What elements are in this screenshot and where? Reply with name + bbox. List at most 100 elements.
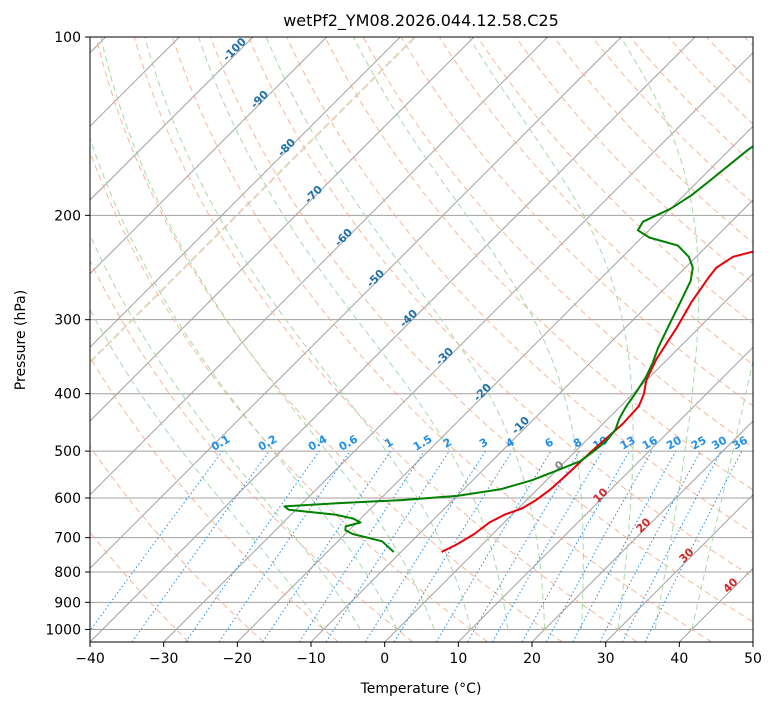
mixing-ratio-line: [90, 450, 223, 632]
x-tick-label: −40: [75, 651, 105, 667]
mixing-ratio-line: [393, 450, 513, 642]
mixing-ratio-label: 6: [543, 435, 556, 450]
mixing-ratio-line: [364, 450, 486, 642]
mixing-ratio-label: 8: [571, 436, 584, 451]
x-tick-label: −20: [223, 651, 253, 667]
isotherm-line: [457, 346, 753, 642]
data-series: [283, 145, 753, 553]
dry-adiabat-line: [133, 37, 638, 642]
isotherm-line: [163, 51, 753, 642]
y-tick-label: 700: [54, 531, 81, 547]
axis-ticks: −40 −30 −20 −10 0 10 20 30 40 50 1000 900 800 700 600 5…: [45, 30, 762, 667]
mixing-ratio-label: 0.6: [337, 432, 361, 453]
dry-adiabat-label: 30: [677, 545, 697, 565]
isotherm-label: -80: [275, 136, 298, 159]
moist-adiabat-line: [90, 233, 361, 630]
isotherm-line: [236, 125, 753, 642]
temperature-line: [441, 250, 753, 553]
x-tick-label: −30: [149, 651, 179, 667]
dry-adiabat-line: [248, 37, 753, 578]
dry-adiabat-line: [90, 150, 488, 642]
isotherm-label: -20: [471, 381, 494, 404]
dry-adiabat-line: [171, 37, 712, 642]
mixing-ratio-label: 30: [709, 433, 729, 452]
isotherm-label: -40: [397, 307, 420, 330]
moist-adiabat-line: [353, 37, 584, 630]
dry-adiabat-label: 20: [634, 515, 654, 535]
isotherm-line: [678, 567, 753, 642]
x-tick-label: 0: [380, 651, 389, 667]
dry-adiabat-line: [90, 259, 414, 642]
moist-adiabat-line: [90, 136, 398, 630]
mixing-ratio-label: 3: [477, 436, 490, 451]
y-tick-label: 300: [54, 313, 81, 329]
saturation-curve: [90, 37, 416, 364]
isotherm-label: -30: [433, 345, 456, 368]
isotherm-label: -90: [248, 88, 271, 111]
isotherm-label: -70: [302, 183, 325, 206]
dry-adiabat-line: [210, 37, 753, 623]
dry-adiabat-line: [286, 37, 753, 534]
isotherm-line: [90, 37, 549, 496]
isotherm-line: [90, 37, 696, 642]
dry-adiabat-line: [324, 37, 753, 491]
isotherm-line: [752, 641, 753, 642]
isotherm-label: -60: [332, 226, 355, 249]
dry-adiabat-line: [95, 37, 563, 642]
dry-adiabat-line: [706, 37, 753, 86]
mixing-ratio-line: [218, 450, 351, 642]
x-tick-label: 50: [744, 651, 762, 667]
y-tick-label: 600: [54, 491, 81, 507]
moist-adiabat-line: [198, 37, 509, 630]
plot-background-lines: [90, 37, 753, 642]
x-axis-label: Temperature (°C): [360, 681, 482, 697]
dry-adiabat-label: 40: [721, 575, 741, 595]
x-tick-label: 30: [597, 651, 615, 667]
moist-adiabat-line: [144, 37, 472, 630]
isotherm-line: [90, 37, 401, 349]
y-tick-label: 200: [54, 208, 81, 224]
mixing-ratio-line: [545, 450, 653, 642]
dry-adiabat-line: [90, 356, 339, 642]
iso-labels: -100-90-80-70-60-50-40-30-20-100.1 0.2 0.4…: [209, 35, 750, 596]
isotherm-label: -50: [364, 267, 387, 290]
mixing-ratio-line: [521, 450, 630, 642]
mixing-ratio-line: [644, 450, 743, 642]
moist-adiabat-line: [90, 308, 324, 630]
dry-adiabat-label: 10: [591, 485, 611, 505]
y-tick-label: 400: [54, 387, 81, 403]
moist-adiabat-line: [265, 37, 546, 630]
plot-frame: [89, 36, 754, 643]
isotherm-label: -10: [509, 414, 532, 437]
dry-adiabat-line: [744, 37, 753, 47]
moist-adiabat-line: [468, 37, 634, 630]
isotherm-line: [384, 272, 753, 642]
mixing-ratio-label: 25: [689, 434, 709, 453]
isotherm-label: -100: [220, 35, 249, 64]
mixing-ratio-label: 16: [640, 433, 660, 452]
x-tick-label: −10: [296, 651, 326, 667]
isotherm-line: [90, 37, 475, 422]
dry-adiabat-line: [90, 445, 264, 642]
y-tick-label: 900: [54, 595, 81, 611]
moist-adiabat-line: [620, 37, 700, 630]
y-tick-label: 500: [54, 444, 81, 460]
x-tick-label: 40: [670, 651, 688, 667]
y-axis-label: Pressure (hPa): [13, 290, 29, 390]
isotherm-line: [90, 37, 254, 201]
mixing-ratio-label: 20: [664, 433, 684, 452]
x-tick-label: 10: [449, 651, 467, 667]
isotherm-line: [605, 493, 753, 642]
dry-adiabat-line: [553, 37, 753, 244]
mixing-ratio-line: [325, 450, 450, 642]
isotherm-line: [531, 420, 753, 642]
mixing-ratio-line: [262, 450, 392, 642]
mixing-ratio-line: [572, 450, 677, 642]
isotherm-line: [90, 37, 328, 275]
moist-adiabat-line: [100, 37, 435, 630]
dewpoint-line: [283, 145, 753, 553]
moist-adiabat-line: [691, 358, 753, 630]
chart-title: wetPf2_YM08.2026.044.12.58.C25: [283, 11, 559, 31]
mixing-ratio-line: [131, 450, 270, 642]
